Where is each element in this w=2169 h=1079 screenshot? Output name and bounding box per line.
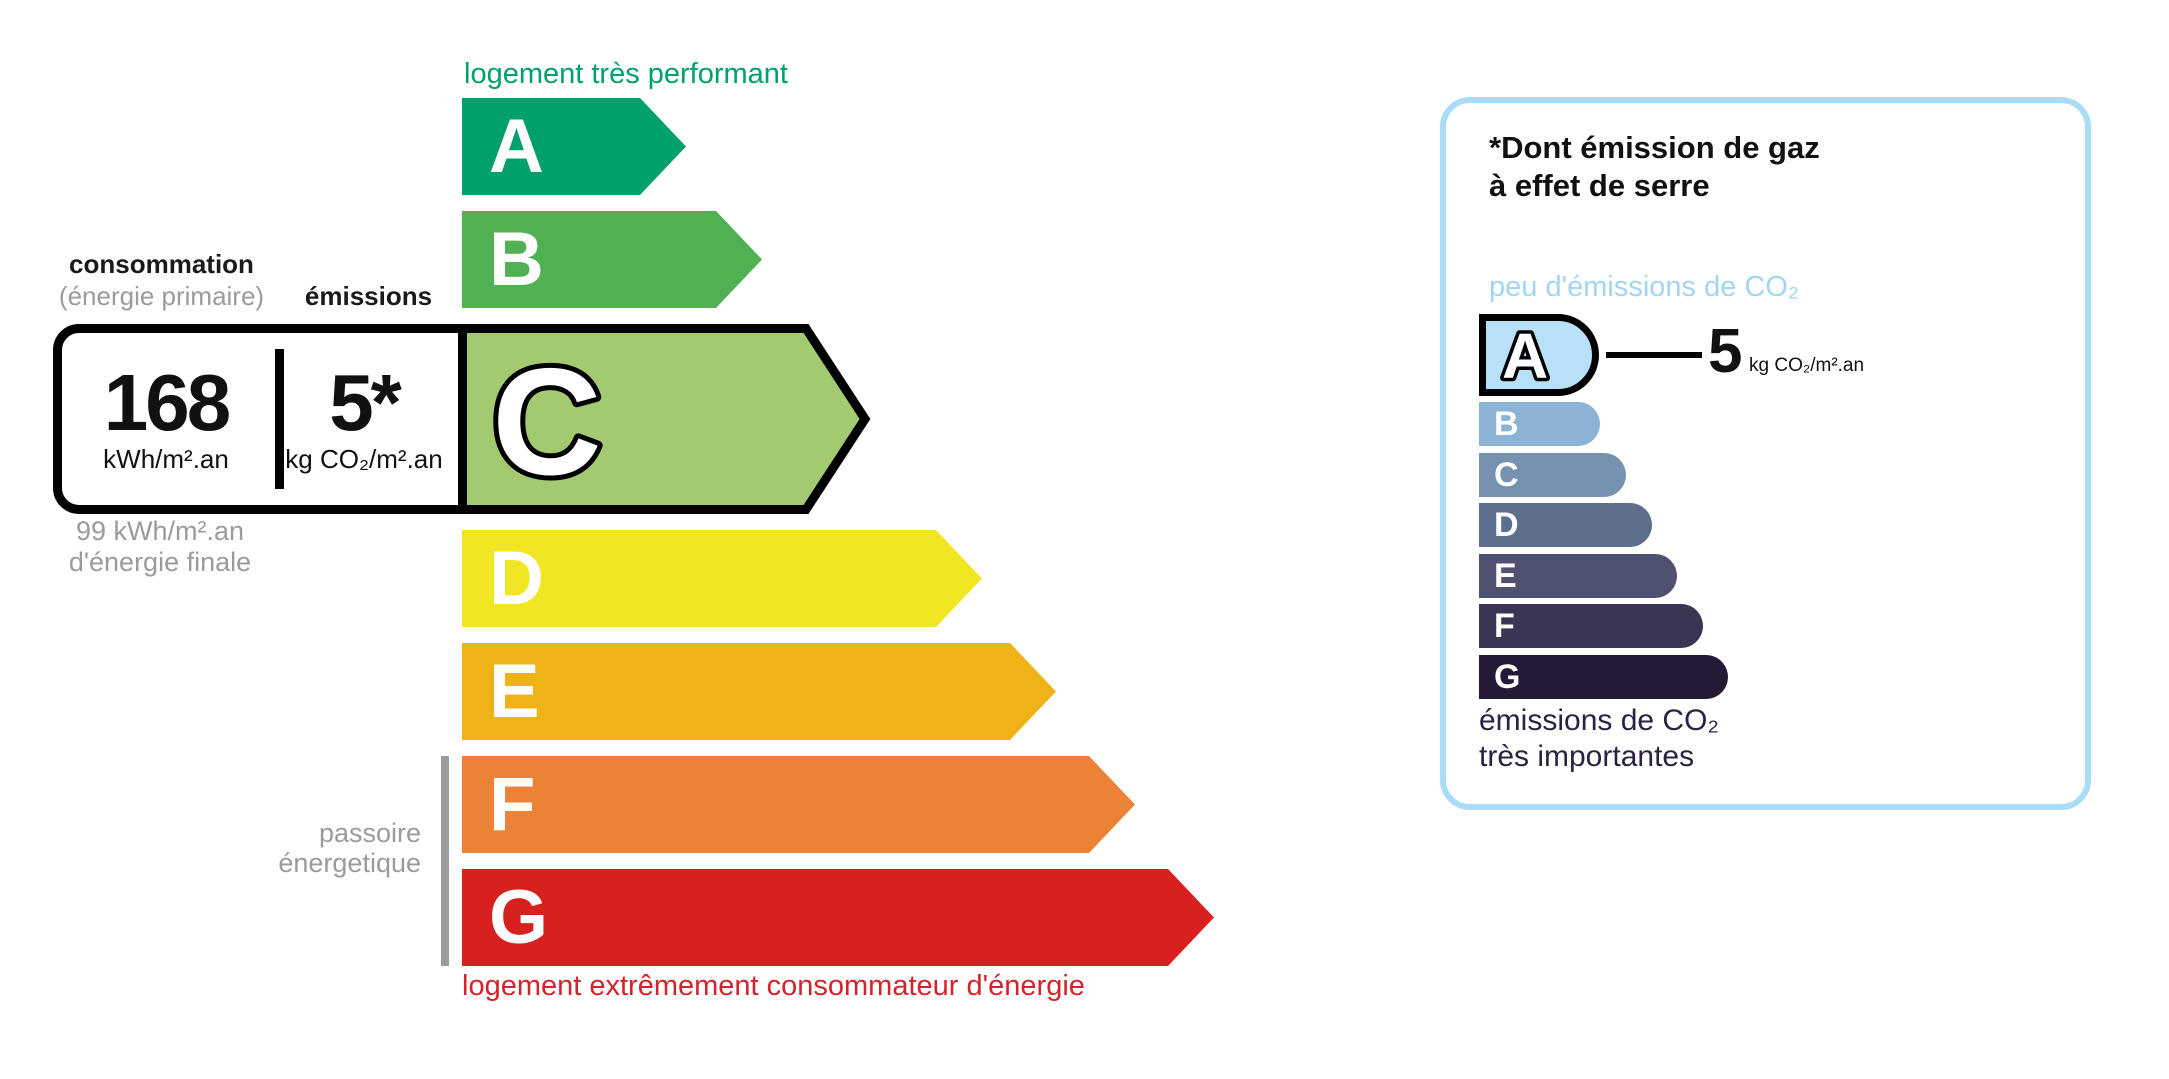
ges-class-letter: B [1494,405,1519,443]
ges-badge-letter-svg: A [1499,320,1552,390]
ges-class-letter: G [1494,658,1521,696]
consumption-unit: kWh/m².an [103,443,229,474]
ges-high-emissions-label: émissions de CO₂ très importantes [1479,704,1720,773]
high-consumption-label: logement extrêmement consommateur d'éner… [462,970,1085,1002]
ges-panel: *Dont émission de gaz à effet de serre p… [1440,97,2091,810]
top-performance-label: logement très performant [464,58,788,90]
energy-class-letter: D [489,536,544,621]
energy-class-arrow-g: G [462,869,1214,966]
ges-value-unit: kg CO₂/m².an [1749,355,1865,376]
ges-class-letter: E [1494,557,1517,595]
primary-energy-subheader: (énergie primaire) [58,281,265,311]
passoire-label: passoire énergetique [278,818,421,878]
ges-class-letter: F [1494,607,1515,645]
ges-class-bar-d: D [1479,503,1652,547]
ges-class-bar-c: C [1479,453,1626,497]
ges-class-letter: D [1494,506,1519,544]
energy-class-arrow-f: F [462,756,1135,853]
consumption-header: consommation [69,249,254,279]
ges-value-connector-line [1606,352,1702,358]
emissions-value: 5* [329,357,402,447]
energy-class-arrow-e: E [462,643,1056,740]
consumption-emissions-box: 168 kWh/m².an 5* kg CO₂/m².an [53,324,467,514]
emissions-header: émissions [304,281,433,311]
ges-class-bar-b: B [1479,402,1600,446]
passoire-bracket-bar [441,756,449,966]
consumption-value: 168 [103,357,231,447]
ges-class-badge-a-selected: A [1479,314,1599,396]
energy-class-letter: B [489,217,544,302]
energy-class-letter: A [489,104,544,189]
energy-class-letter: F [489,762,536,847]
ges-low-emissions-label: peu d'émissions de CO₂ [1489,271,1800,303]
energy-class-arrow-a: A [462,98,686,195]
box-divider [275,349,284,489]
emissions-unit: kg CO₂/m².an [285,443,443,474]
energy-class-arrow-b: B [462,211,762,308]
ges-class-bar-e: E [1479,554,1677,598]
energy-class-letter: E [489,649,540,734]
final-energy-label: 99 kWh/m².an d'énergie finale [68,516,252,577]
ges-value: 5 [1708,317,1743,386]
ges-panel-title: *Dont émission de gaz à effet de serre [1489,130,1820,203]
ges-class-bar-g: G [1479,655,1728,699]
energy-class-letter-c: C [492,337,602,507]
energy-class-letter: G [489,875,549,960]
value-box-headers: consommation (énergie primaire) émission… [53,240,467,312]
ges-class-letter: C [1494,456,1519,494]
energy-class-arrow-c-selected: C [458,324,871,514]
energy-class-arrow-d: D [462,530,982,627]
ges-class-bar-f: F [1479,604,1703,648]
ges-class-letter-a: A [1502,320,1548,390]
c-arrow-shape [458,324,871,514]
